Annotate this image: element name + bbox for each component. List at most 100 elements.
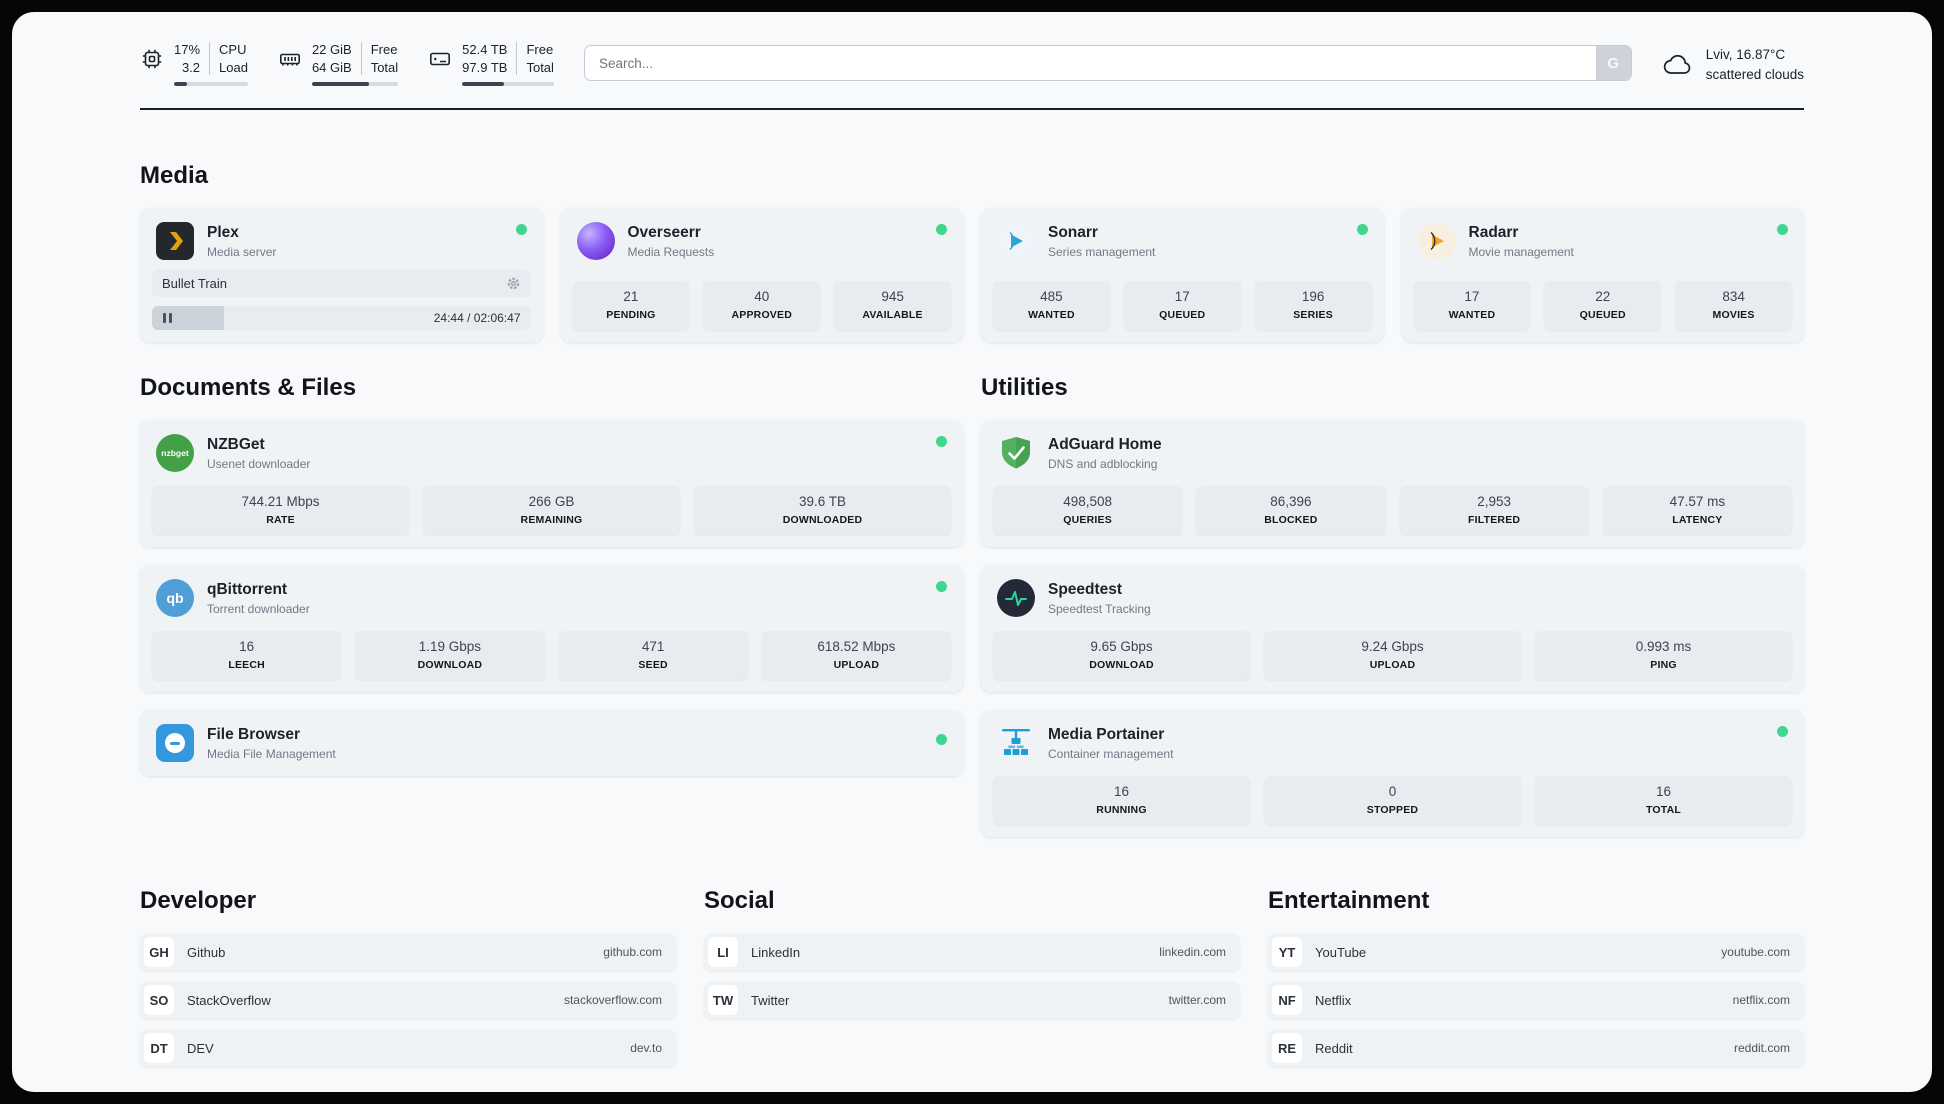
bookmark-abbr: RE — [1272, 1033, 1302, 1063]
media-grid: Plex Media server Bullet Train 24:44 / 0… — [140, 208, 1804, 342]
cpu-label: CPU — [219, 42, 247, 57]
stat-label: MOVIES — [1712, 309, 1755, 321]
bookmark-name: YouTube — [1315, 944, 1367, 960]
stat-tile: 40 APPROVED — [703, 281, 821, 330]
stat-value: 498,508 — [1063, 494, 1113, 509]
bookmark-linkedin[interactable]: LI LinkedIn linkedin.com — [704, 933, 1240, 971]
stat-value: 0.993 ms — [1635, 639, 1692, 654]
metric-divider — [209, 42, 211, 75]
bookmark-reddit[interactable]: RE Reddit reddit.com — [1268, 1029, 1804, 1067]
card-radarr: Radarr Movie management 17 WANTED 22 QUE… — [1401, 208, 1805, 342]
app-link-nzbget[interactable]: nzbget NZBGet Usenet downloader — [140, 420, 963, 482]
app-link-speedtest[interactable]: Speedtest Speedtest Tracking — [981, 565, 1804, 627]
stat-value: 16 — [1655, 784, 1672, 799]
app-name: Radarr — [1468, 223, 1519, 241]
bookmark-abbr: LI — [708, 937, 738, 967]
stat-tile: 9.24 Gbps UPLOAD — [1264, 631, 1521, 680]
top-bar: 17% 3.2 CPU Load — [140, 42, 1804, 86]
bookmark-abbr: NF — [1272, 985, 1302, 1015]
card-filebrowser: File Browser Media File Management — [140, 710, 963, 776]
ram-metric: 22 GiB 64 GiB Free Total — [278, 42, 399, 86]
plex-progress-bar: 24:44 / 02:06:47 — [152, 306, 531, 330]
stat-label: DOWNLOAD — [1089, 659, 1154, 671]
bookmark-github[interactable]: GH Github github.com — [140, 933, 676, 971]
app-link-filebrowser[interactable]: File Browser Media File Management — [140, 710, 963, 776]
app-link-portainer[interactable]: Media Portainer Container management — [981, 710, 1804, 772]
stat-tile: 16 TOTAL — [1535, 776, 1792, 825]
bookmark-name: Netflix — [1315, 992, 1352, 1008]
app-desc: Speedtest Tracking — [1048, 601, 1151, 616]
app-link-qbittorrent[interactable]: qb qBittorrent Torrent downloader — [140, 565, 963, 627]
search-input[interactable] — [583, 45, 1632, 81]
cpu-usage-value: 17% — [174, 42, 201, 57]
ram-free-value: 22 GiB — [311, 42, 352, 57]
app-link-sonarr[interactable]: Sonarr Series management — [981, 208, 1384, 270]
stat-tile: 744.21 Mbps RATE — [152, 486, 409, 535]
app-link-overseerr[interactable]: Overseerr Media Requests — [561, 208, 964, 270]
header-divider — [140, 108, 1804, 110]
stat-value: 9.65 Gbps — [1090, 639, 1153, 654]
pause-icon[interactable] — [161, 311, 174, 325]
app-link-radarr[interactable]: Radarr Movie management — [1402, 208, 1805, 270]
ram-progress-bar — [311, 82, 399, 86]
weather-widget: Lviv, 16.87°C scattered clouds — [1662, 45, 1804, 84]
stat-label: FILTERED — [1468, 514, 1521, 526]
stat-tile: 618.52 Mbps UPLOAD — [761, 631, 951, 680]
stat-tile: 86,396 BLOCKED — [1196, 486, 1386, 535]
weather-condition: scattered clouds — [1705, 66, 1804, 82]
stat-label: SERIES — [1293, 309, 1333, 321]
disk-icon — [430, 52, 451, 66]
nzbget-icon-text: nzbget — [161, 448, 189, 458]
stat-label: UPLOAD — [833, 659, 880, 671]
bookmark-stackoverflow[interactable]: SO StackOverflow stackoverflow.com — [140, 981, 676, 1019]
status-dot — [1777, 224, 1788, 235]
app-desc: Movie management — [1468, 244, 1574, 259]
app-link-adguard[interactable]: AdGuard Home DNS and adblocking — [981, 420, 1804, 482]
radarr-icon — [1417, 222, 1456, 260]
bookmark-netflix[interactable]: NF Netflix netflix.com — [1268, 981, 1804, 1019]
search-engine-button[interactable]: G — [1595, 46, 1631, 80]
weather-location: Lviv, 16.87°C — [1705, 47, 1786, 62]
stat-label: DOWNLOAD — [417, 659, 483, 671]
stat-label: LATENCY — [1672, 514, 1723, 526]
gear-icon[interactable] — [506, 276, 521, 291]
stat-value: 945 — [881, 289, 904, 304]
card-sonarr: Sonarr Series management 485 WANTED 17 Q… — [981, 208, 1384, 342]
bookmark-url: dev.to — [630, 1041, 662, 1055]
bookmark-abbr: DT — [144, 1033, 174, 1063]
metric-divider — [360, 42, 362, 75]
stat-value: 834 — [1722, 289, 1745, 304]
stat-label: QUERIES — [1063, 514, 1112, 526]
bookmark-twitter[interactable]: TW Twitter twitter.com — [704, 981, 1240, 1019]
now-playing-title: Bullet Train — [162, 276, 228, 291]
stat-tile: 17 WANTED — [1413, 281, 1531, 330]
card-overseerr: Overseerr Media Requests 21 PENDING 40 A… — [560, 208, 964, 342]
card-plex: Plex Media server Bullet Train 24:44 / 0… — [140, 208, 543, 342]
app-desc: Media server — [207, 244, 277, 259]
overseerr-icon — [576, 222, 615, 260]
stat-label: QUEUED — [1159, 309, 1206, 321]
status-dot — [936, 436, 947, 447]
bookmark-dev[interactable]: DT DEV dev.to — [140, 1029, 676, 1067]
card-adguard: AdGuard Home DNS and adblocking 498,508 … — [981, 420, 1804, 547]
app-name: AdGuard Home — [1048, 435, 1162, 453]
stat-value: 17 — [1464, 289, 1480, 304]
cpu-progress-fill — [174, 82, 187, 86]
stat-tile: 196 SERIES — [1254, 281, 1372, 330]
stat-tile: 39.6 TB DOWNLOADED — [694, 486, 951, 535]
sonarr-icon — [997, 222, 1035, 260]
plex-icon — [156, 222, 194, 260]
stat-label: PENDING — [606, 309, 656, 321]
stat-value: 471 — [641, 639, 665, 654]
section-title-developer: Developer — [140, 887, 257, 914]
bookmark-youtube[interactable]: YT YouTube youtube.com — [1268, 933, 1804, 971]
app-link-plex[interactable]: Plex Media server — [140, 208, 543, 270]
app-name: Sonarr — [1048, 223, 1098, 241]
nzbget-icon: nzbget — [156, 434, 194, 472]
ram-total-label: Total — [370, 60, 399, 75]
app-desc: Container management — [1048, 746, 1174, 761]
section-title-entertainment: Entertainment — [1268, 887, 1430, 914]
filebrowser-icon — [156, 724, 194, 762]
stat-value: 744.21 Mbps — [241, 494, 320, 509]
